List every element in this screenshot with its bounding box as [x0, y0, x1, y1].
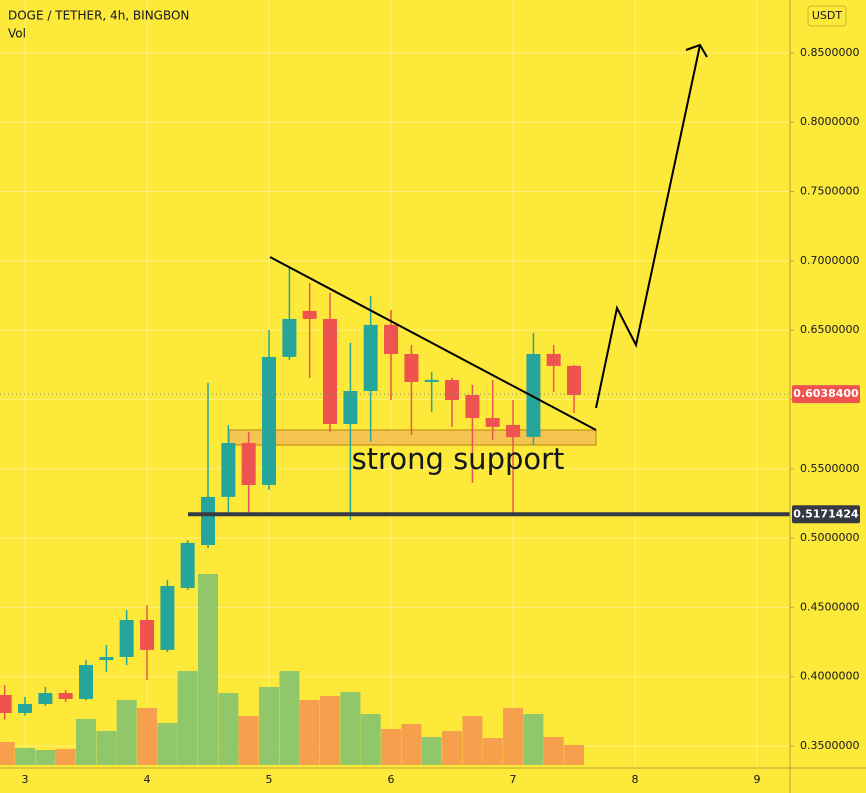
currency: USDT	[812, 9, 843, 22]
x-tick-label: 7	[510, 773, 517, 786]
candle-layer	[0, 266, 790, 720]
candle-body	[302, 310, 317, 319]
candle-body	[465, 395, 480, 419]
volume-bar	[55, 749, 76, 765]
y-tick-label: 0.8000000	[800, 115, 860, 128]
candle-body	[180, 542, 195, 588]
projection-arrow	[595, 44, 701, 409]
x-tick-label: 5	[266, 773, 273, 786]
candle-body	[567, 365, 582, 396]
volume-bar	[35, 750, 56, 765]
chart-title: DOGE / TETHER, 4h, BINGBON	[8, 9, 189, 23]
candle-body	[404, 353, 419, 382]
candle-body	[0, 694, 12, 713]
x-tick-label: 9	[754, 773, 761, 786]
volume-label: Vol	[8, 27, 26, 41]
price-label-box	[792, 385, 860, 404]
volume-bar	[442, 731, 463, 765]
volume-bar	[279, 671, 300, 765]
y-tick-label: 0.5000000	[800, 531, 860, 544]
candle-body	[485, 418, 500, 427]
candle-body	[201, 496, 216, 545]
volume-bar	[96, 731, 117, 765]
volume-bar	[462, 716, 483, 765]
volume-bar	[76, 719, 97, 765]
trend-line	[269, 256, 597, 431]
volume-bar	[543, 737, 564, 765]
volume-bar	[218, 693, 239, 765]
volume-bar	[421, 737, 442, 765]
candle-body	[546, 353, 561, 366]
candle-body	[424, 379, 439, 382]
candle-body	[282, 318, 297, 357]
y-tick-label: 0.4500000	[800, 600, 860, 613]
volume-bar	[299, 700, 320, 765]
y-tick-label: 0.5500000	[800, 462, 860, 475]
candle-body	[140, 619, 155, 650]
candle-body	[506, 424, 521, 438]
volume-bar	[503, 708, 524, 765]
x-tick-label: 4	[144, 773, 151, 786]
candle-body	[38, 693, 53, 704]
price-label: 0.5171424	[793, 507, 859, 520]
volume-bar	[0, 742, 15, 765]
y-tick-label: 0.8500000	[800, 46, 860, 59]
volume-layer	[0, 574, 585, 765]
volume-bar	[340, 692, 361, 765]
volume-bar	[238, 716, 259, 765]
volume-bar	[401, 724, 422, 765]
arrow-head	[685, 43, 708, 58]
candle-body	[384, 324, 399, 354]
candle-body	[262, 356, 277, 485]
candle-body	[160, 586, 175, 650]
axes: 0.3500000 0.4000000 0.4500000 0.5000000 0.55…	[22, 46, 860, 786]
volume-bar	[482, 738, 503, 765]
volume-bar	[259, 687, 280, 765]
y-tick-label: 0.4000000	[800, 670, 860, 683]
candle-body	[58, 693, 73, 699]
volume-bar	[523, 714, 544, 765]
candle-body	[445, 380, 460, 401]
volume-bar	[320, 696, 341, 765]
x-tick-label: 3	[22, 773, 29, 786]
volume-bar	[198, 574, 219, 765]
volume-bar	[116, 700, 137, 765]
volume-bar	[177, 671, 198, 765]
candle-body	[526, 353, 541, 437]
candle-body	[18, 703, 33, 713]
candle-body	[221, 442, 236, 497]
annotation: strong support	[352, 442, 565, 476]
currency-box	[807, 5, 847, 27]
x-tick-label: 8	[632, 773, 639, 786]
volume-bar	[360, 714, 381, 765]
candle-body	[241, 442, 256, 485]
price-label: 0.6038400	[793, 387, 859, 400]
volume-bar	[137, 708, 158, 765]
candle-body	[363, 324, 378, 391]
candle-body	[79, 665, 94, 699]
y-tick-label: 0.3500000	[800, 739, 860, 752]
y-tick-label: 0.7000000	[800, 254, 860, 267]
y-tick-label: 0.7500000	[800, 185, 860, 198]
x-tick-label: 6	[388, 773, 395, 786]
candle-body	[119, 619, 134, 657]
volume-bar	[15, 748, 36, 765]
candle-body	[343, 390, 358, 424]
volume-bar	[564, 745, 585, 765]
volume-bar	[157, 723, 178, 765]
price-label-box	[792, 505, 860, 524]
volume-bar	[381, 729, 402, 765]
y-tick-label: 0.6500000	[800, 323, 860, 336]
candle-body	[99, 656, 114, 661]
candle-body	[323, 318, 338, 424]
